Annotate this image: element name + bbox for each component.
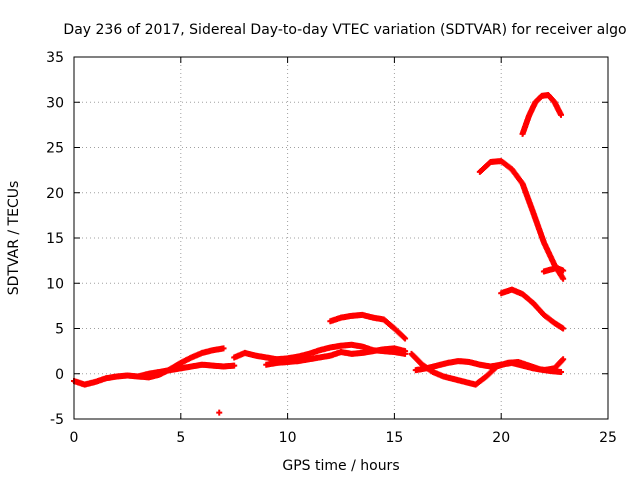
y-tick-label: 15 <box>46 231 64 247</box>
data-point <box>560 325 567 332</box>
x-tick-label: 5 <box>176 430 185 446</box>
y-tick-label: -5 <box>50 412 64 428</box>
data-point <box>402 335 409 342</box>
data-point <box>216 409 223 416</box>
data-point <box>402 348 409 355</box>
y-axis-label: SDTVAR / TECUs <box>6 181 22 296</box>
data-points <box>71 92 567 416</box>
x-axis-label: GPS time / hours <box>282 458 399 474</box>
data-point <box>560 267 567 274</box>
data-point <box>558 111 565 118</box>
series-arc-2 <box>135 361 238 380</box>
x-tick-label: 20 <box>492 430 510 446</box>
x-tick-label: 25 <box>599 430 617 446</box>
series-arc-4 <box>263 345 409 368</box>
series-arc-9 <box>498 286 567 332</box>
x-tick-label: 15 <box>385 430 403 446</box>
data-point <box>231 362 238 369</box>
data-point <box>558 368 565 375</box>
chart-title: Day 236 of 2017, Sidereal Day-to-day VTE… <box>63 22 626 38</box>
y-tick-label: 10 <box>46 276 64 292</box>
series-arc-11 <box>540 264 567 275</box>
y-tick-label: 30 <box>46 95 64 111</box>
y-tick-label: 35 <box>46 50 64 66</box>
series-arc-8 <box>476 158 567 282</box>
x-tick-label: 10 <box>279 430 297 446</box>
data-point <box>220 345 227 352</box>
y-tick-label: 5 <box>55 322 64 338</box>
grid-lines <box>74 57 608 419</box>
data-point <box>560 356 567 363</box>
data-point <box>560 275 567 282</box>
x-tick-label: 0 <box>70 430 79 446</box>
y-tick-label: 0 <box>55 367 64 383</box>
series-isolated <box>216 409 223 416</box>
y-tick-label: 25 <box>46 141 64 157</box>
y-tick-label: 20 <box>46 186 64 202</box>
axis-ticks: 0 5 10 15 20 25 -5 0 5 10 15 20 25 30 35 <box>46 50 617 446</box>
series-arc-5 <box>327 311 409 342</box>
series-arc-10 <box>519 92 565 137</box>
series-arc-7 <box>412 356 567 374</box>
